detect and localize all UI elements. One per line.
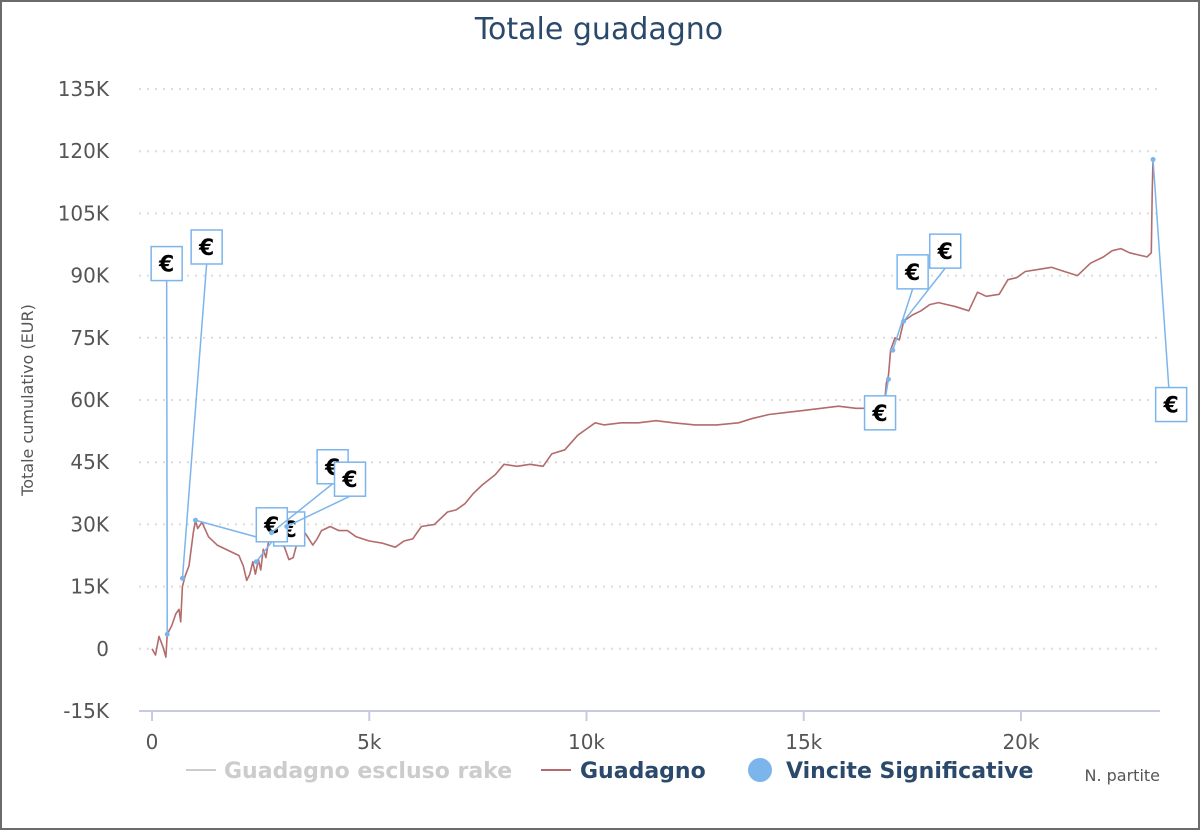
y-axis-ticks: -15K 0 15K 30K 45K 60K 75K 90K 105K 120K 135K [58, 77, 110, 723]
flags-layer: €€€€€ €€€€€ [150, 156, 1188, 637]
legend-label: Vincite Significative [786, 759, 1033, 784]
flag-connector [286, 495, 351, 528]
legend-item[interactable]: Vincite Significative [748, 758, 1033, 784]
flag-label: € [158, 253, 174, 278]
y-tick-label: 0 [96, 637, 109, 661]
y-tick-label: 30K [70, 512, 109, 536]
flag-label: € [871, 402, 887, 427]
flag-point[interactable] [269, 530, 275, 536]
legend: Guadagno escluso rake Guadagno Vincite Sig… [186, 758, 1033, 784]
flag-point[interactable] [253, 559, 259, 565]
flag-connector [181, 263, 208, 579]
flag-box[interactable] [896, 254, 929, 290]
legend-item[interactable]: Guadagno escluso rake [186, 759, 512, 784]
legend-label: Guadagno [580, 759, 706, 784]
y-tick-label: 15K [70, 575, 109, 599]
legend-item[interactable]: Guadagno [541, 759, 706, 784]
flag-connector [165, 280, 168, 635]
flag-label: € [263, 514, 279, 539]
flag-point[interactable] [890, 347, 896, 353]
flag-box[interactable] [1154, 386, 1188, 423]
x-tick-label: 15k [785, 730, 822, 754]
flag-box[interactable] [333, 461, 367, 497]
grid-lines [139, 88, 1160, 650]
flag-box[interactable] [150, 245, 183, 282]
flag-point[interactable] [192, 517, 198, 523]
flag-label: € [341, 468, 357, 493]
flag-label: € [1162, 394, 1178, 419]
y-tick-label: -15K [63, 699, 110, 723]
flag-label: € [904, 261, 920, 286]
y-tick-label: 60K [70, 388, 109, 412]
x-tick-label: 5k [357, 730, 382, 754]
y-tick-label: 45K [70, 450, 109, 474]
flag-label: € [937, 240, 953, 265]
chart-title: Totale guadagno [474, 12, 724, 47]
x-axis: 0 5k 10k 15k 20k [139, 710, 1160, 754]
flag-box[interactable] [190, 229, 223, 265]
x-tick-label: 0 [146, 730, 159, 754]
flag-connector [255, 541, 273, 563]
legend-dot-symbol [748, 758, 772, 782]
legend-label: Guadagno escluso rake [224, 759, 512, 784]
flag-point[interactable] [284, 523, 290, 529]
flag-point[interactable] [1150, 156, 1156, 162]
flag-connector [271, 483, 334, 534]
flag-box[interactable] [863, 395, 897, 431]
flag-point[interactable] [164, 631, 170, 637]
x-axis-title: N. partite [1084, 766, 1160, 785]
x-tick-label: 20k [1002, 730, 1039, 754]
y-tick-label: 75K [70, 326, 109, 350]
flag-point[interactable] [901, 318, 907, 324]
flag-label: € [198, 236, 214, 261]
flag-box[interactable] [928, 233, 962, 269]
flag-connector [1152, 159, 1172, 422]
y-tick-label: 90K [70, 264, 109, 288]
series-line-guadagno [151, 159, 1154, 658]
y-tick-label: 120K [58, 139, 110, 163]
y-tick-label: 135K [58, 77, 110, 101]
series-layer [151, 159, 1154, 658]
y-tick-label: 105K [58, 201, 110, 225]
y-axis-title: Totale cumulativo (EUR) [18, 304, 37, 497]
flag-point[interactable] [885, 376, 891, 382]
x-tick-label: 10k [568, 730, 605, 754]
flag-point[interactable] [179, 575, 185, 581]
flag-connector [903, 267, 946, 322]
